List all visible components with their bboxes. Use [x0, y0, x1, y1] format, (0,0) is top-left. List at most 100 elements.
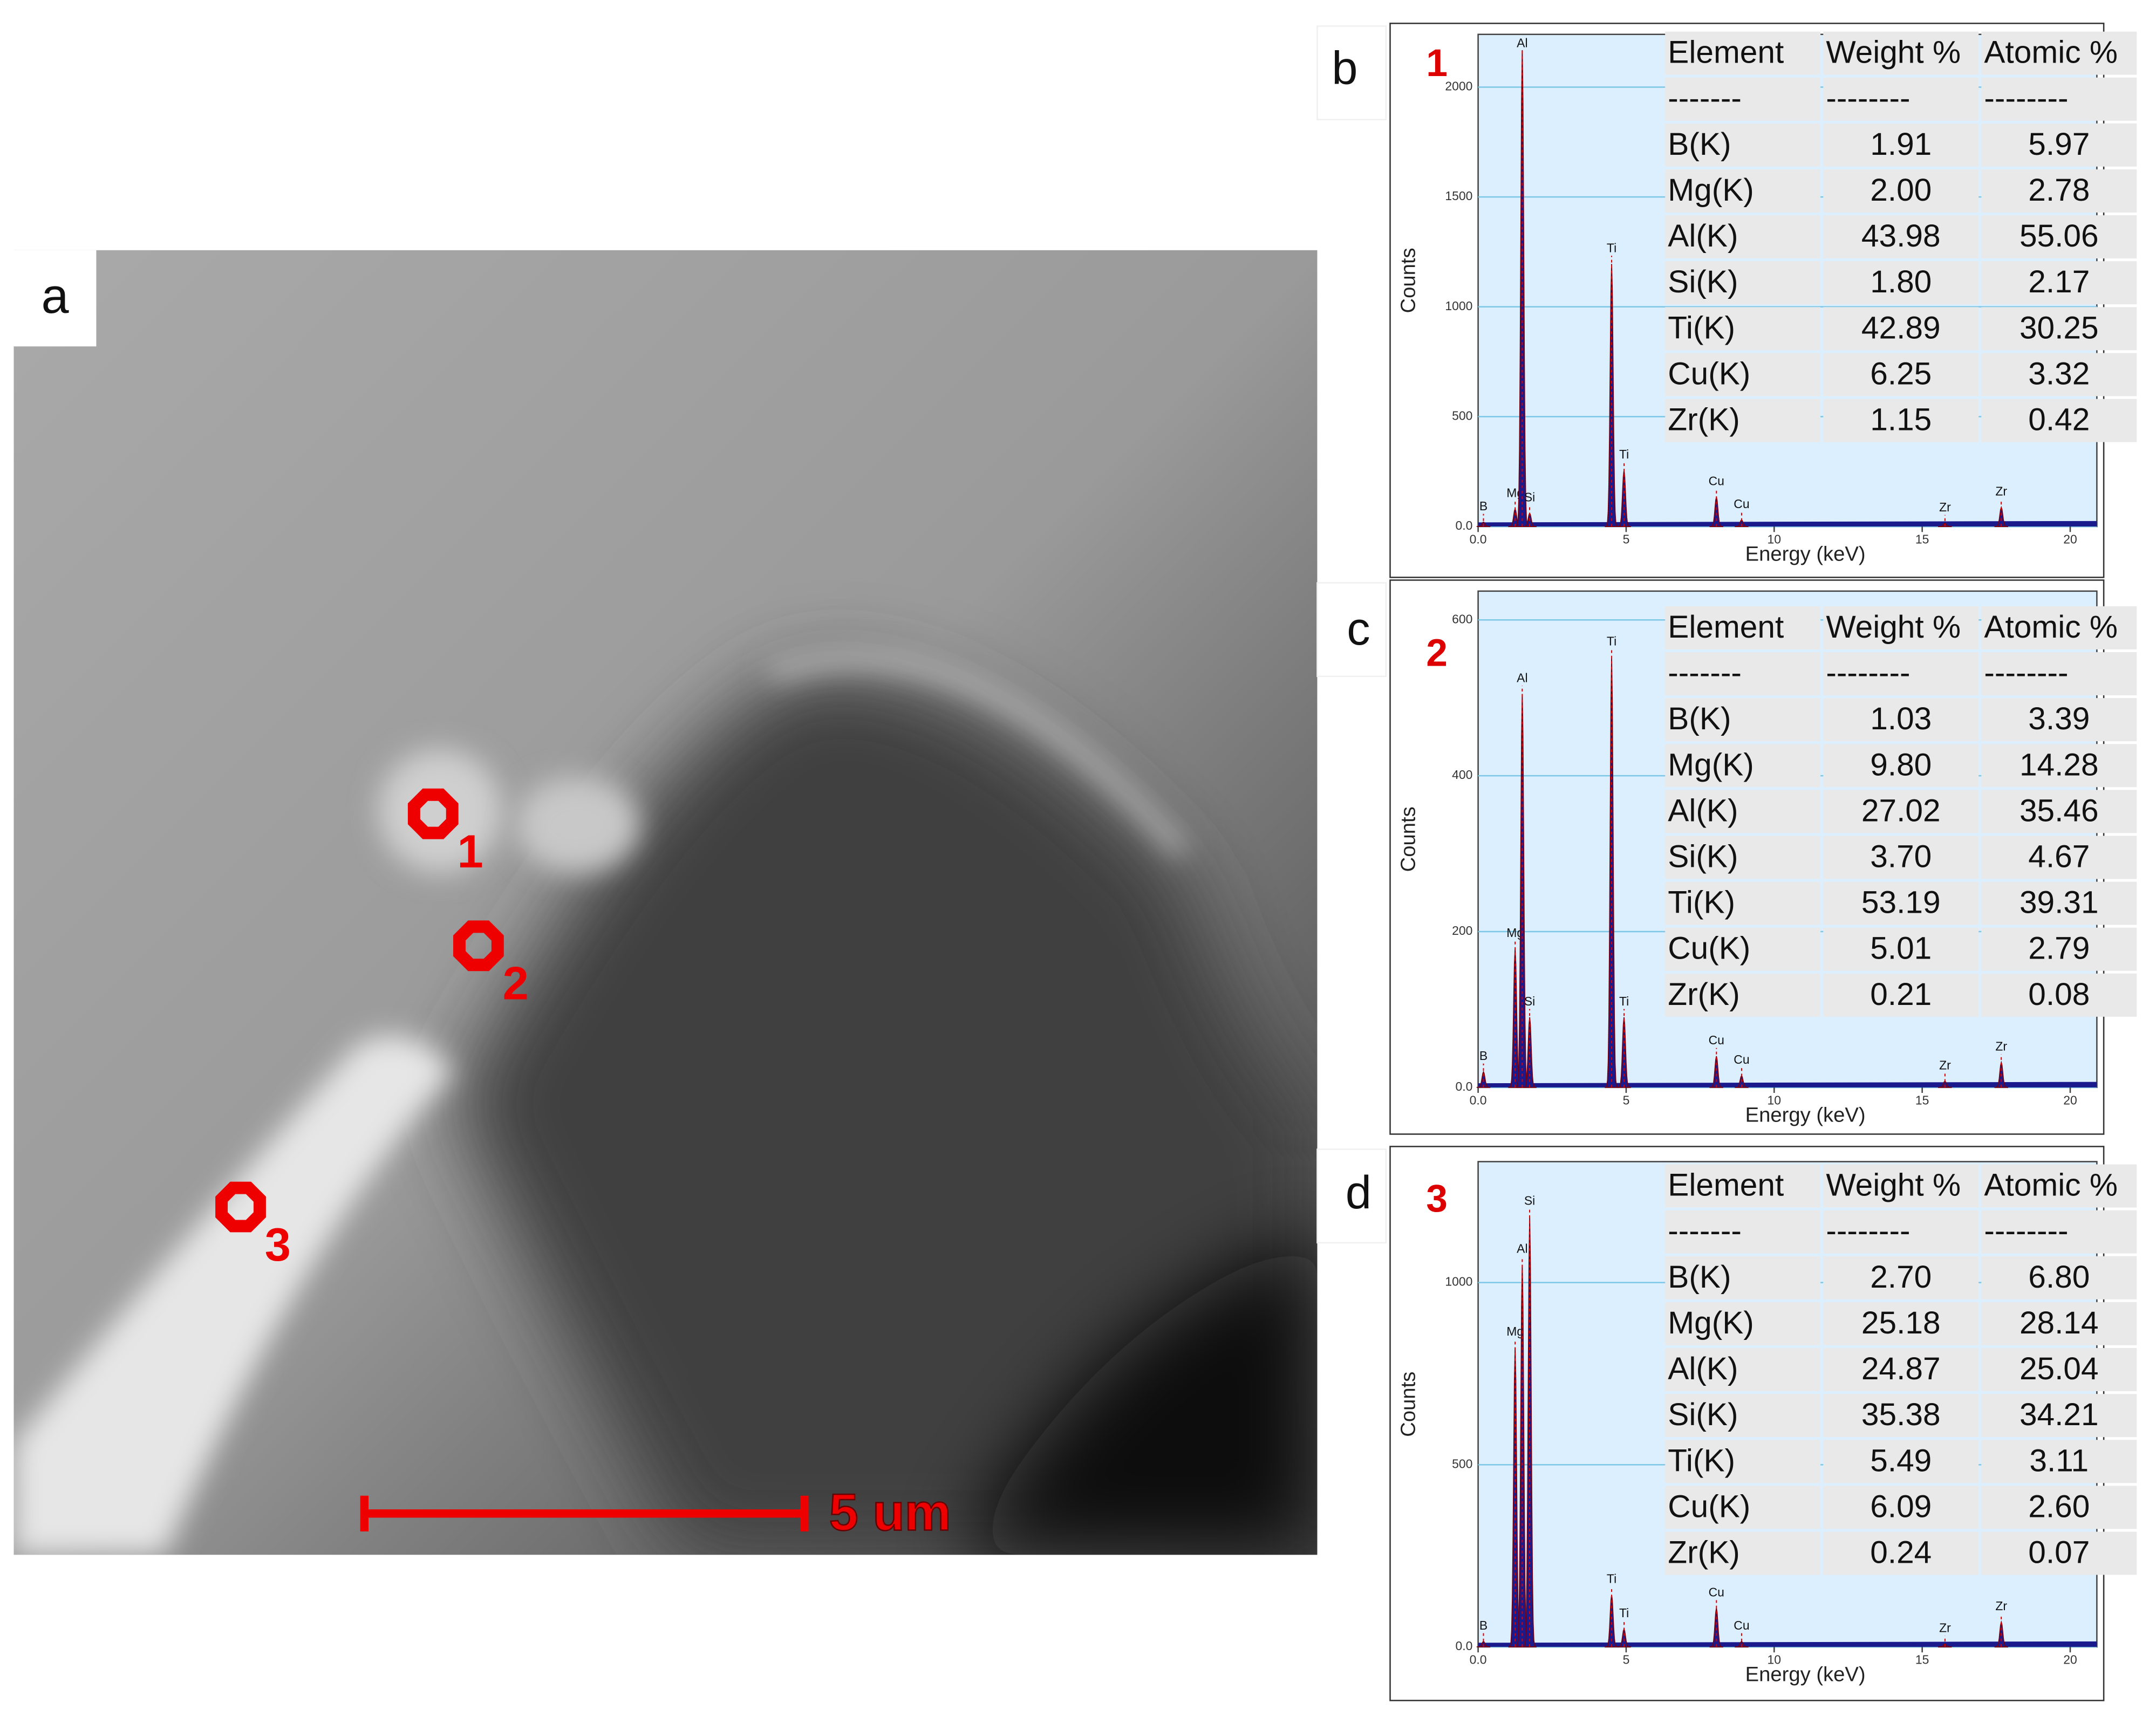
- peak-label: Ti: [1607, 634, 1616, 648]
- table-text: 5.01: [1870, 931, 1932, 966]
- peak-label: Ti: [1619, 1606, 1629, 1620]
- table-text: 55.06: [2019, 218, 2099, 254]
- table-text: 34.21: [2019, 1397, 2099, 1432]
- table-cell: [1823, 1164, 1979, 1208]
- peak-label: Si: [1524, 994, 1535, 1008]
- table-cell: [1981, 1256, 2137, 1299]
- table-cell: [1665, 31, 1821, 75]
- table-cell: [1981, 927, 2137, 971]
- table-text: 39.31: [2019, 885, 2099, 920]
- table-text: 53.19: [1861, 885, 1941, 920]
- panel-label: b: [1332, 42, 1357, 94]
- table-text: --------: [1984, 81, 2068, 116]
- x-tick-label: 5: [1623, 1653, 1630, 1667]
- table-text: 3.70: [1870, 839, 1932, 874]
- table-text: 35.46: [2019, 793, 2099, 828]
- table-text: --------: [1984, 655, 2068, 690]
- table-text: 5.49: [1870, 1443, 1932, 1478]
- table-text: 1.91: [1870, 127, 1932, 162]
- x-tick-label: 20: [2063, 1653, 2077, 1667]
- table-cell: [1665, 399, 1821, 442]
- table-text: 2.78: [2028, 173, 2090, 208]
- table-text: 3.32: [2028, 356, 2090, 391]
- x-tick-label: 0.0: [1470, 532, 1487, 546]
- table-text: 2.79: [2028, 931, 2090, 966]
- table-text: Cu(K): [1668, 931, 1750, 966]
- table-text: 1.03: [1870, 701, 1932, 736]
- table-text: -------: [1668, 1214, 1742, 1249]
- table-text: 3.39: [2028, 701, 2090, 736]
- y-axis-label: Counts: [1396, 806, 1420, 872]
- table-text: 2.70: [1870, 1260, 1932, 1295]
- table-text: Ti(K): [1668, 885, 1735, 920]
- point-marker: [215, 1181, 266, 1233]
- table-text: Mg(K): [1668, 173, 1754, 208]
- spectrum-peak: [1605, 1595, 1619, 1647]
- table-cell: [1665, 606, 1821, 649]
- point-marker-label: 3: [265, 1219, 291, 1271]
- table-cell: [1823, 77, 1979, 121]
- y-tick-label: 400: [1452, 768, 1472, 782]
- table-text: Si(K): [1668, 1397, 1738, 1432]
- peak-label: Ti: [1607, 1571, 1616, 1585]
- table-cell: [1981, 606, 2137, 649]
- table-cell: [1665, 1164, 1821, 1208]
- table-cell: [1665, 1531, 1821, 1575]
- table-cell: [1981, 790, 2137, 833]
- y-tick-label: 0.0: [1456, 1079, 1473, 1093]
- y-axis-label: Counts: [1396, 1372, 1420, 1437]
- table-cell: [1981, 836, 2137, 879]
- peak-label: Al: [1517, 1242, 1527, 1256]
- table-text: 0.24: [1870, 1535, 1932, 1570]
- table-text: Al(K): [1668, 218, 1738, 254]
- table-cell: [1823, 307, 1979, 351]
- table-cell: [1823, 215, 1979, 259]
- background-continuum: [1478, 1641, 2097, 1647]
- background-continuum: [1478, 521, 2097, 527]
- table-cell: [1665, 1486, 1821, 1529]
- table-cell: [1665, 1347, 1821, 1392]
- peak-label: Si: [1524, 1193, 1535, 1207]
- table-cell: [1981, 169, 2137, 213]
- table-cell: [1665, 1394, 1821, 1438]
- table-text: B(K): [1668, 127, 1731, 162]
- peak-label: Ti: [1607, 241, 1616, 255]
- table-text: Cu(K): [1668, 1489, 1750, 1524]
- table-text: Si(K): [1668, 264, 1738, 299]
- table-cell: [1981, 1302, 2137, 1345]
- table-cell: [1665, 927, 1821, 971]
- table-text: 0.42: [2028, 402, 2090, 437]
- point-marker: [453, 920, 504, 972]
- table-header: Element: [1668, 35, 1784, 70]
- table-cell: [1981, 1347, 2137, 1392]
- peak-label: Cu: [1734, 1052, 1749, 1066]
- table-text: 0.07: [2028, 1535, 2090, 1570]
- x-axis-label: Energy (keV): [1745, 1663, 1866, 1686]
- peak-label: Zr: [1995, 484, 2007, 498]
- table-cell: [1981, 1164, 2137, 1208]
- table-header: Element: [1668, 1168, 1784, 1203]
- x-tick-label: 15: [1915, 1093, 1929, 1107]
- table-cell: [1981, 881, 2137, 925]
- peak-label: Zr: [1939, 500, 1951, 514]
- y-tick-label: 600: [1452, 612, 1472, 626]
- table-text: Zr(K): [1668, 402, 1739, 437]
- table-cell: [1665, 744, 1821, 788]
- table-cell: [1823, 1256, 1979, 1299]
- x-tick-label: 20: [2063, 532, 2077, 546]
- table-cell: [1665, 1302, 1821, 1345]
- table-text: 28.14: [2019, 1305, 2099, 1340]
- y-tick-label: 200: [1452, 924, 1472, 938]
- spectrum-panel: b 1 0.0 500 1000 1500 2000 0.0 5 10 15 20 Counts Ener…: [1316, 23, 2137, 578]
- spectrum-peak: [1709, 1608, 1723, 1647]
- peak-label: Mg: [1506, 1324, 1524, 1338]
- table-text: --------: [1826, 81, 1910, 116]
- peak-label: Si: [1524, 490, 1535, 504]
- table-text: B(K): [1668, 701, 1731, 736]
- point-marker: [407, 788, 459, 839]
- table-cell: [1823, 1210, 1979, 1254]
- y-tick-label: 500: [1452, 1456, 1472, 1470]
- table-text: 27.02: [1861, 793, 1941, 828]
- table-cell: [1981, 31, 2137, 75]
- table-text: 5.97: [2028, 127, 2090, 162]
